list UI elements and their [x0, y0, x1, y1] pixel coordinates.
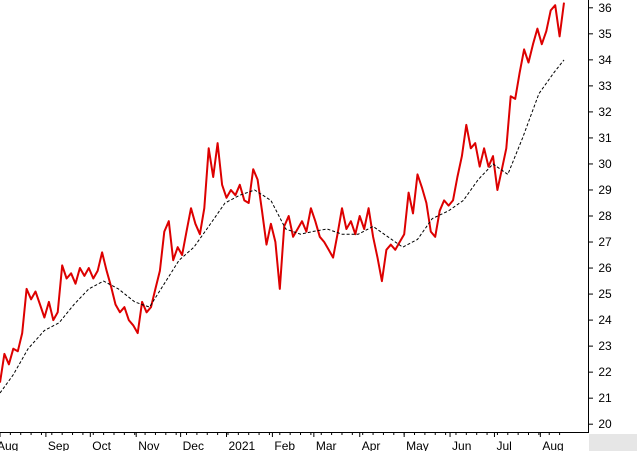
- series-layer: [0, 2, 565, 394]
- y-tick-label: 23: [598, 339, 612, 353]
- x-tick-label: Aug: [542, 439, 563, 451]
- y-tick-label: 32: [598, 105, 612, 119]
- corner-box: [589, 434, 637, 451]
- y-tick-label: 31: [598, 131, 612, 145]
- y-tick-label: 22: [598, 365, 612, 379]
- x-tick-label: Nov: [138, 439, 159, 451]
- y-tick-label: 30: [598, 157, 612, 171]
- y-axis: 20 21 22 23 24 25 26 27 28 29 30 31 32 33 34 35 36: [588, 0, 612, 433]
- x-axis: Aug Sep Oct Nov Dec 2021 Feb Mar Apr May Jun Jul Aug: [0, 432, 589, 451]
- x-tick-label: Sep: [48, 439, 70, 451]
- x-tick-label: 2021: [229, 439, 256, 451]
- x-tick-label: Dec: [183, 439, 204, 451]
- y-tick-label: 36: [598, 1, 612, 15]
- y-tick-label: 20: [598, 417, 612, 431]
- y-tick-label: 26: [598, 261, 612, 275]
- x-tick-label: Apr: [362, 439, 381, 451]
- x-tick-label: Jul: [496, 439, 511, 451]
- y-tick-label: 33: [598, 79, 612, 93]
- x-tick-label: Mar: [316, 439, 337, 451]
- x-tick-label: Jun: [452, 439, 471, 451]
- y-tick-label: 29: [598, 183, 612, 197]
- x-tick-label: Aug: [0, 439, 18, 451]
- y-tick-label: 34: [598, 53, 612, 67]
- y-tick-label: 27: [598, 235, 612, 249]
- y-tick-label: 25: [598, 287, 612, 301]
- price-line: [0, 2, 565, 383]
- y-tick-label: 21: [598, 391, 612, 405]
- x-tick-label: May: [406, 439, 429, 451]
- y-tick-label: 28: [598, 209, 612, 223]
- moving-average-line: [0, 59, 565, 394]
- x-tick-label: Oct: [92, 439, 111, 451]
- y-tick-label: 35: [598, 27, 612, 41]
- x-tick-label: Feb: [274, 439, 295, 451]
- y-tick-label: 24: [598, 313, 612, 327]
